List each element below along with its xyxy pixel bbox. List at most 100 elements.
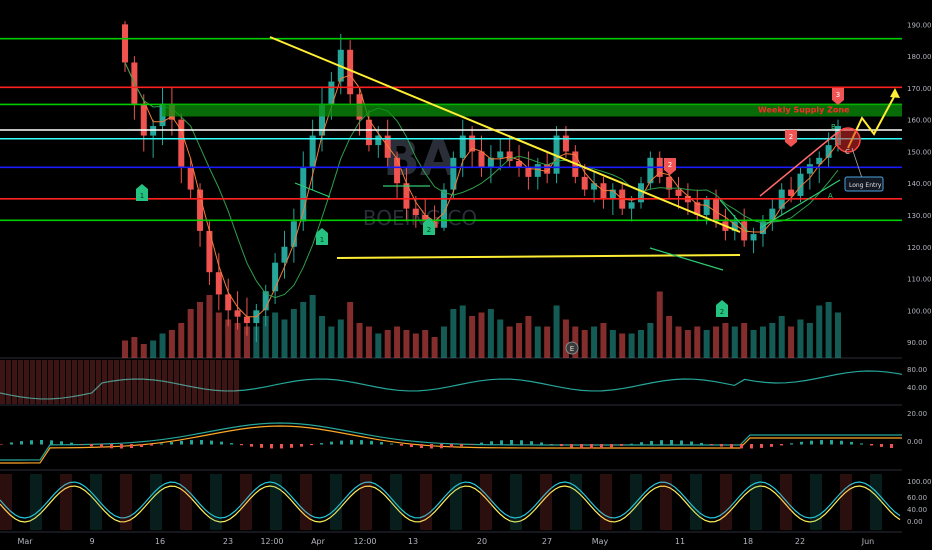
volume-bar bbox=[835, 312, 841, 358]
volume-bar bbox=[122, 340, 128, 358]
volume-bar bbox=[131, 337, 138, 358]
volume-bar bbox=[534, 326, 541, 358]
volume-bar bbox=[647, 323, 654, 358]
volume-bar bbox=[553, 305, 560, 358]
macd-hist-bar bbox=[620, 444, 623, 446]
oscillator-bg-bar bbox=[90, 360, 95, 404]
volume-bar bbox=[600, 323, 607, 358]
stoch-bg-bar bbox=[150, 474, 162, 530]
volume-bar bbox=[750, 330, 757, 358]
candle-body bbox=[750, 234, 757, 241]
macd-hist-bar bbox=[710, 444, 713, 446]
candle-body bbox=[581, 176, 588, 190]
y-tick-label: 110.00 bbox=[907, 276, 932, 284]
stoch-d-line bbox=[0, 485, 901, 523]
volume-bar bbox=[159, 333, 166, 358]
volume-bar bbox=[215, 312, 222, 358]
macd-hist-bar bbox=[740, 444, 743, 449]
oscillator-bg-bar bbox=[72, 360, 77, 404]
oscillator-bg-bar bbox=[6, 360, 11, 404]
oscillator-bg-bar bbox=[114, 360, 119, 404]
stoch-k-line bbox=[0, 481, 901, 519]
macd-hist-bar bbox=[120, 444, 123, 449]
macd-hist-bar bbox=[90, 444, 93, 447]
candle-body bbox=[197, 189, 204, 231]
signal-line bbox=[0, 425, 920, 464]
oscillator-bg-bar bbox=[18, 360, 23, 404]
stoch-bg-bar bbox=[540, 474, 552, 530]
volume-bar bbox=[347, 302, 354, 358]
candle-body bbox=[544, 164, 551, 174]
x-axis: Mar 9 16 23 12:00 Apr 12:00 13 20 27 May 11 18 22 Jun bbox=[17, 537, 874, 546]
candle-body bbox=[394, 157, 401, 184]
indicator-tick-label: 80.00 bbox=[907, 366, 927, 374]
indicator-panes bbox=[0, 360, 920, 530]
macd-hist-bar bbox=[320, 443, 323, 445]
candle-body bbox=[140, 103, 147, 136]
stoch-bg-bar bbox=[600, 474, 612, 530]
macd-hist-bar bbox=[540, 442, 543, 445]
macd-hist-bar bbox=[70, 442, 73, 445]
macd-hist-bar bbox=[860, 443, 863, 445]
x-tick-label: Mar bbox=[17, 537, 33, 546]
x-tick-label: Apr bbox=[311, 537, 326, 546]
oscillator-bg-bar bbox=[168, 360, 173, 404]
macd-hist-bar bbox=[370, 440, 373, 445]
volume-bar bbox=[713, 326, 720, 358]
oscillator-bg-bar bbox=[132, 360, 137, 404]
oscillator-bg-bar bbox=[150, 360, 155, 404]
macd-hist-bar bbox=[770, 444, 773, 447]
sell-signal-marker bbox=[664, 158, 676, 175]
macd-hist-bar bbox=[190, 440, 193, 445]
volume-bar bbox=[675, 326, 682, 358]
macd-hist-bar bbox=[630, 443, 633, 445]
macd-hist-bar bbox=[760, 444, 763, 448]
macd-hist-bar bbox=[360, 440, 363, 445]
candle-body bbox=[403, 183, 410, 209]
y-tick-label: 170.00 bbox=[907, 85, 932, 93]
macd-hist-bar bbox=[880, 444, 883, 447]
candle-body bbox=[262, 291, 269, 311]
y-tick-label: 120.00 bbox=[907, 244, 932, 252]
stoch-bg-bar bbox=[750, 474, 762, 530]
macd-hist-bar bbox=[640, 442, 643, 445]
channel-line bbox=[719, 199, 749, 233]
x-tick-label: 16 bbox=[155, 537, 165, 546]
oscillator-bg-bar bbox=[78, 360, 83, 404]
macd-hist-bar bbox=[420, 444, 423, 449]
macd-hist-bar bbox=[390, 443, 393, 445]
indicator-tick-label: 20.00 bbox=[907, 410, 927, 418]
projected-arrowhead bbox=[890, 88, 900, 98]
y-axis-bg bbox=[902, 0, 932, 550]
oscillator-bg-bar bbox=[48, 360, 53, 404]
candle-body bbox=[412, 208, 419, 216]
candle-body bbox=[328, 81, 335, 104]
macd-hist-bar bbox=[150, 444, 153, 446]
volume-bar bbox=[825, 302, 832, 358]
buy-signal-marker bbox=[716, 300, 728, 317]
macd-hist-bar bbox=[830, 440, 833, 445]
ema-fast-line bbox=[124, 62, 839, 318]
macd-hist-bar bbox=[700, 442, 703, 445]
macd-hist-bar bbox=[240, 444, 243, 446]
volume-bar bbox=[403, 330, 410, 358]
y-tick-label: 190.00 bbox=[907, 21, 932, 29]
y-tick-label: 160.00 bbox=[907, 117, 932, 125]
oscillator-bg-bar bbox=[186, 360, 191, 404]
macd-hist-bar bbox=[340, 440, 343, 445]
watermark-company: BOEING CO bbox=[363, 206, 477, 230]
volume-bar bbox=[178, 323, 185, 358]
indicator-tick-label: 0.00 bbox=[907, 438, 923, 446]
oscillator-bg-bar bbox=[210, 360, 215, 404]
volume-bar bbox=[328, 326, 335, 358]
volume-bar bbox=[337, 319, 344, 358]
volume-bar bbox=[440, 326, 447, 358]
macd-hist-bar bbox=[400, 444, 403, 446]
macd-hist-bar bbox=[690, 441, 693, 445]
stoch-bg-bar bbox=[810, 474, 822, 530]
oscillator-bg-bar bbox=[216, 360, 221, 404]
macd-hist-bar bbox=[560, 444, 563, 447]
volume-bar bbox=[300, 302, 307, 358]
macd-hist-bar bbox=[570, 444, 573, 448]
